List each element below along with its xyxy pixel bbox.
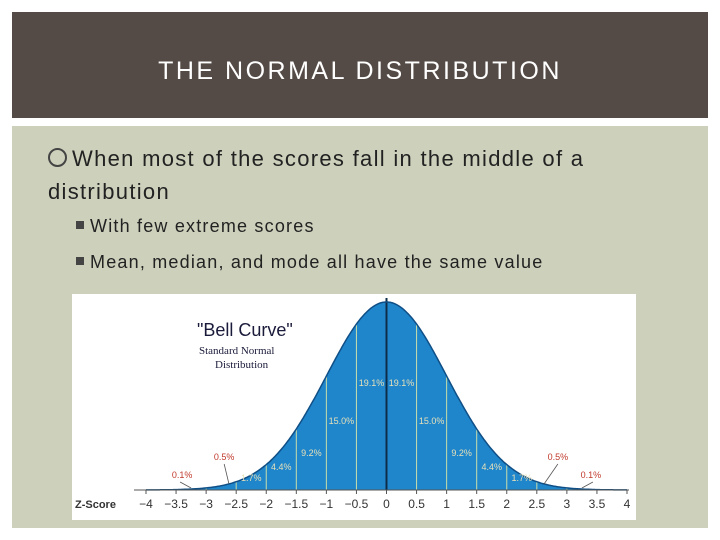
segment-percent-label: 9.2% [301, 448, 322, 458]
bullet-sub-1: With few extreme scores [76, 216, 315, 237]
x-tick-label: −4 [139, 497, 153, 511]
callout-leader-line [223, 463, 230, 485]
square-bullet-icon [76, 257, 84, 265]
x-tick-label: 4 [624, 497, 631, 511]
segment-percent-label: 9.2% [451, 448, 472, 458]
segment-percent-label: 0.5% [214, 452, 235, 462]
segment-percent-label: 4.4% [271, 462, 292, 472]
bullet-sub-2: Mean, median, and mode all have the same… [76, 252, 543, 273]
x-tick-label: 0 [383, 497, 390, 511]
x-tick-label: −3 [199, 497, 213, 511]
x-tick-label: −3.5 [164, 497, 188, 511]
callout-leader-line [581, 481, 594, 489]
x-tick-label: 3.5 [589, 497, 606, 511]
segment-percent-label: 15.0% [419, 416, 445, 426]
segment-percent-label: 1.7% [241, 473, 262, 483]
segment-percent-label: 19.1% [359, 378, 385, 388]
x-tick-label: −1 [320, 497, 334, 511]
x-tick-label: −0.5 [345, 497, 369, 511]
segment-percent-label: 19.1% [389, 378, 415, 388]
x-tick-label: −2 [259, 497, 273, 511]
bell-curve-line [146, 301, 627, 491]
bell-curve-chart: −4 −3.5 −3 −2.5 −2 −1.5 −1 −0.5 0 0.5 1 1.5 2 2.5 3 3.5… [72, 294, 636, 520]
callout-leader-line [179, 481, 192, 489]
square-bullet-icon [76, 221, 84, 229]
x-tick-label: 2 [503, 497, 510, 511]
bell-curve-svg: −4 −3.5 −3 −2.5 −2 −1.5 −1 −0.5 0 0.5 1 1.5 2 2.5 3 3.5… [75, 298, 631, 511]
chart-subtitle-line-2: Distribution [215, 359, 269, 371]
chart-subtitle-line-1: Standard Normal [199, 345, 274, 357]
segment-percent-label: 15.0% [329, 416, 355, 426]
segment-percent-label: 0.1% [172, 470, 193, 480]
bullet-main-text: When most of the scores fall in the midd… [48, 146, 585, 204]
segment-percent-label: 1.7% [512, 473, 533, 483]
x-axis-label: Z-Score [75, 499, 116, 511]
content-area: When most of the scores fall in the midd… [12, 126, 708, 528]
chart-title: "Bell Curve" [197, 320, 293, 340]
segment-percent-label: 0.5% [548, 452, 569, 462]
bullet-sub-2-text: Mean, median, and mode all have the same… [90, 252, 544, 272]
x-tick-label: 1 [443, 497, 450, 511]
x-tick-label: −2.5 [224, 497, 248, 511]
bullet-sub-1-text: With few extreme scores [90, 216, 315, 236]
segment-percent-label: 0.1% [581, 470, 602, 480]
x-tick-label: 2.5 [528, 497, 545, 511]
x-tick-label: 3 [564, 497, 571, 511]
segment-percent-label: 4.4% [481, 462, 502, 472]
ring-bullet-icon [48, 148, 67, 167]
x-tick-label: 0.5 [408, 497, 425, 511]
callout-leader-line [543, 463, 559, 485]
x-tick-label: −1.5 [284, 497, 308, 511]
slide-title: THE NORMAL DISTRIBUTION [158, 56, 562, 85]
bullet-main: When most of the scores fall in the midd… [48, 142, 698, 208]
title-bar: THE NORMAL DISTRIBUTION [12, 12, 708, 118]
x-tick-label: 1.5 [468, 497, 485, 511]
